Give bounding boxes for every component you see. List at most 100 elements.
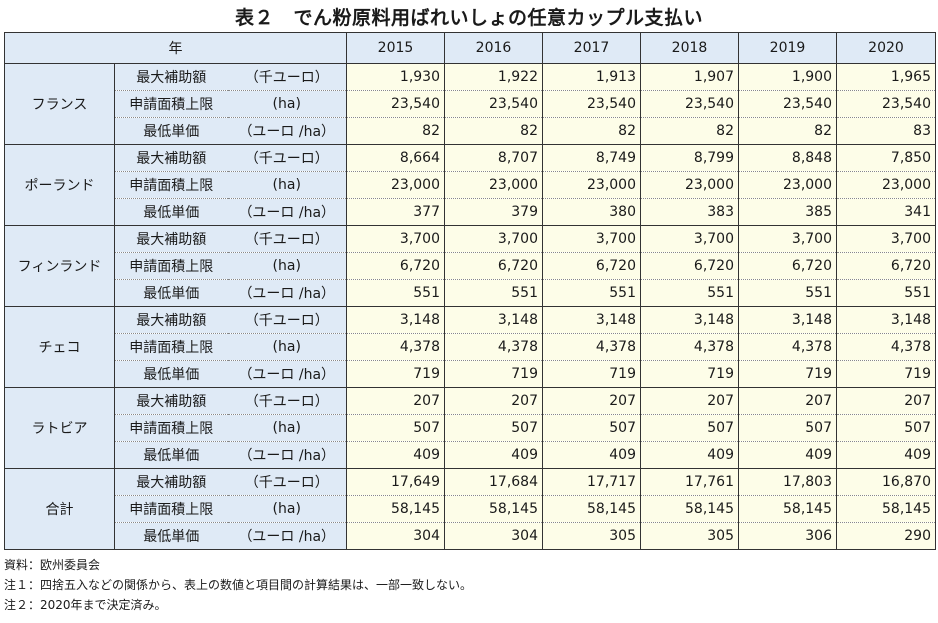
unit-label: (ha) xyxy=(227,333,347,361)
country-name: ポーランド xyxy=(4,144,115,226)
value-cell: 379 xyxy=(444,198,543,226)
value-cell: 23,000 xyxy=(640,171,739,199)
value-cell: 6,720 xyxy=(542,252,641,280)
value-cell: 23,540 xyxy=(346,90,445,118)
value-cell: 82 xyxy=(444,117,543,145)
unit-label: （千ユーロ） xyxy=(227,387,347,415)
value-cell: 409 xyxy=(346,441,445,469)
table-row: 最低単価 （ユーロ /ha） 377 379 380 383 385 341 xyxy=(5,198,936,226)
year-header: 2016 xyxy=(444,32,543,64)
source-note: 資料：欧州委員会 xyxy=(4,558,101,572)
table-row: フィンランド 最大補助額 （千ユーロ） 3,700 3,700 3,700 3,700 3,7… xyxy=(4,225,936,307)
unit-label: (ha) xyxy=(227,495,347,523)
footnote: 注１：四捨五入などの関係から、表上の数値と項目間の計算結果は、一部一致しない。 xyxy=(4,578,473,592)
unit-label: （ユーロ /ha） xyxy=(227,360,347,388)
value-cell: 4,378 xyxy=(346,333,445,361)
unit-label: （千ユーロ） xyxy=(227,306,347,334)
table-row: 申請面積上限 (ha) 6,720 6,720 6,720 6,720 6,720 6,720 xyxy=(5,252,936,280)
value-cell: 207 xyxy=(738,387,837,415)
value-cell: 306 xyxy=(738,522,837,550)
value-cell: 58,145 xyxy=(836,495,936,523)
value-cell: 23,000 xyxy=(836,171,936,199)
value-cell: 551 xyxy=(738,279,837,307)
value-cell: 17,803 xyxy=(738,468,837,496)
table-row: 申請面積上限 (ha) 4,378 4,378 4,378 4,378 4,378 4,378 xyxy=(5,333,936,361)
value-cell: 58,145 xyxy=(640,495,739,523)
table-row: 合計 最大補助額 （千ユーロ） 17,649 17,684 17,717 17,761 17,… xyxy=(4,468,936,550)
value-cell: 409 xyxy=(640,441,739,469)
table-row: 申請面積上限 (ha) 58,145 58,145 58,145 58,145 58,145… xyxy=(5,495,936,523)
value-cell: 3,148 xyxy=(738,306,837,334)
metric-label: 最大補助額 xyxy=(114,468,228,496)
value-cell: 23,000 xyxy=(542,171,641,199)
value-cell: 551 xyxy=(542,279,641,307)
page-title: 表２ でん粉原料用ばれいしょの任意カップル支払い xyxy=(234,7,703,29)
value-cell: 58,145 xyxy=(542,495,641,523)
value-cell: 719 xyxy=(444,360,543,388)
value-cell: 719 xyxy=(738,360,837,388)
value-cell: 3,700 xyxy=(346,225,445,253)
value-cell: 377 xyxy=(346,198,445,226)
value-cell: 551 xyxy=(444,279,543,307)
value-cell: 23,000 xyxy=(444,171,543,199)
value-cell: 385 xyxy=(738,198,837,226)
table-body: フランス 最大補助額 （千ユーロ） 1,930 1,922 1,913 1,907 1,900… xyxy=(4,63,936,550)
value-cell: 16,870 xyxy=(836,468,936,496)
unit-label: (ha) xyxy=(227,414,347,442)
value-cell: 207 xyxy=(444,387,543,415)
country-name: 合計 xyxy=(4,468,115,550)
value-cell: 1,900 xyxy=(738,63,837,91)
value-cell: 507 xyxy=(542,414,641,442)
footnote: 注２：2020年まで決定済み。 xyxy=(4,598,167,612)
metric-label: 最大補助額 xyxy=(114,144,228,172)
value-cell: 58,145 xyxy=(444,495,543,523)
value-cell: 719 xyxy=(836,360,936,388)
value-cell: 23,540 xyxy=(542,90,641,118)
value-cell: 551 xyxy=(346,279,445,307)
value-cell: 6,720 xyxy=(836,252,936,280)
metric-label: 最大補助額 xyxy=(114,306,228,334)
unit-label: （千ユーロ） xyxy=(227,63,347,91)
unit-label: （ユーロ /ha） xyxy=(227,279,347,307)
value-cell: 8,707 xyxy=(444,144,543,172)
value-cell: 83 xyxy=(836,117,936,145)
value-cell: 719 xyxy=(346,360,445,388)
unit-label: （千ユーロ） xyxy=(227,225,347,253)
table-row: 最低単価 （ユーロ /ha） 409 409 409 409 409 409 xyxy=(5,441,936,469)
value-cell: 82 xyxy=(542,117,641,145)
metric-label: 申請面積上限 xyxy=(114,252,228,280)
value-cell: 3,700 xyxy=(738,225,837,253)
value-cell: 1,930 xyxy=(346,63,445,91)
unit-label: （ユーロ /ha） xyxy=(227,198,347,226)
value-cell: 207 xyxy=(640,387,739,415)
value-cell: 719 xyxy=(542,360,641,388)
metric-label: 最低単価 xyxy=(114,441,228,469)
value-cell: 4,378 xyxy=(738,333,837,361)
value-cell: 551 xyxy=(640,279,739,307)
value-cell: 6,720 xyxy=(346,252,445,280)
unit-label: （千ユーロ） xyxy=(227,144,347,172)
country-name: ラトビア xyxy=(4,387,115,469)
table-row: ラトビア 最大補助額 （千ユーロ） 207 207 207 207 207 207 xyxy=(4,387,936,469)
value-cell: 23,000 xyxy=(738,171,837,199)
value-cell: 304 xyxy=(444,522,543,550)
metric-label: 最大補助額 xyxy=(114,225,228,253)
value-cell: 1,922 xyxy=(444,63,543,91)
value-cell: 6,720 xyxy=(640,252,739,280)
value-cell: 409 xyxy=(836,441,936,469)
value-cell: 507 xyxy=(738,414,837,442)
metric-label: 最大補助額 xyxy=(114,63,228,91)
value-cell: 8,799 xyxy=(640,144,739,172)
year-header: 2020 xyxy=(836,32,936,64)
country-name: フランス xyxy=(4,63,115,145)
metric-label: 申請面積上限 xyxy=(114,90,228,118)
value-cell: 409 xyxy=(444,441,543,469)
table-row: 申請面積上限 (ha) 507 507 507 507 507 507 xyxy=(5,414,936,442)
metric-label: 最低単価 xyxy=(114,522,228,550)
value-cell: 383 xyxy=(640,198,739,226)
year-header: 2017 xyxy=(542,32,641,64)
header-row: 年 2015 2016 2017 2018 2019 2020 xyxy=(4,32,936,64)
value-cell: 7,850 xyxy=(836,144,936,172)
value-cell: 719 xyxy=(640,360,739,388)
value-cell: 23,540 xyxy=(738,90,837,118)
